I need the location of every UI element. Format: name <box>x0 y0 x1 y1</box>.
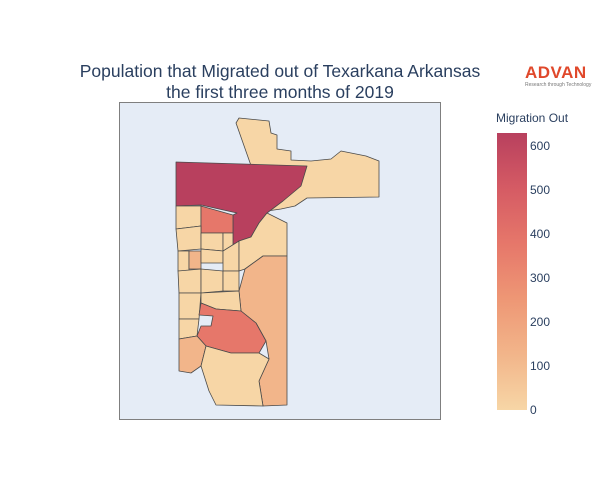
region-mid-4[interactable] <box>178 292 202 320</box>
logo-text: ADVAN <box>525 63 587 82</box>
region-mid-1[interactable] <box>177 268 202 294</box>
choropleth-map[interactable] <box>120 103 442 421</box>
title-line-2: the first three months of 2019 <box>166 82 394 102</box>
region-south[interactable] <box>200 345 270 407</box>
colorbar-tick-label: 200 <box>530 315 551 330</box>
region-west-7[interactable] <box>200 248 224 264</box>
colorbar-tick-label: 500 <box>530 183 551 198</box>
advan-logo: ADVAN Research through Technology <box>525 63 595 89</box>
colorbar-tick-label: 300 <box>530 271 551 286</box>
region-west-2[interactable] <box>175 225 202 252</box>
colorbar-tick-label: 600 <box>530 139 551 154</box>
region-west-3[interactable] <box>200 232 224 252</box>
region-west-5[interactable] <box>177 250 190 272</box>
logo-tagline: Research through Technology <box>525 82 592 88</box>
chart-title: Population that Migrated out of Texarkan… <box>40 61 520 103</box>
region-east-strip[interactable] <box>238 212 288 272</box>
colorbar-tick-label: 400 <box>530 227 551 242</box>
colorbar-tick-label: 100 <box>530 359 551 374</box>
colorbar-gradient <box>497 133 527 410</box>
title-line-1: Population that Migrated out of Texarkan… <box>79 61 481 81</box>
region-west-1[interactable] <box>175 205 202 230</box>
region-mid-2[interactable] <box>200 268 224 294</box>
region-mid-3[interactable] <box>222 270 240 292</box>
colorbar-tick-label: 0 <box>530 403 537 417</box>
map-area[interactable] <box>119 102 441 420</box>
colorbar-title: Migration Out <box>496 111 569 125</box>
region-west-6[interactable] <box>188 250 202 270</box>
